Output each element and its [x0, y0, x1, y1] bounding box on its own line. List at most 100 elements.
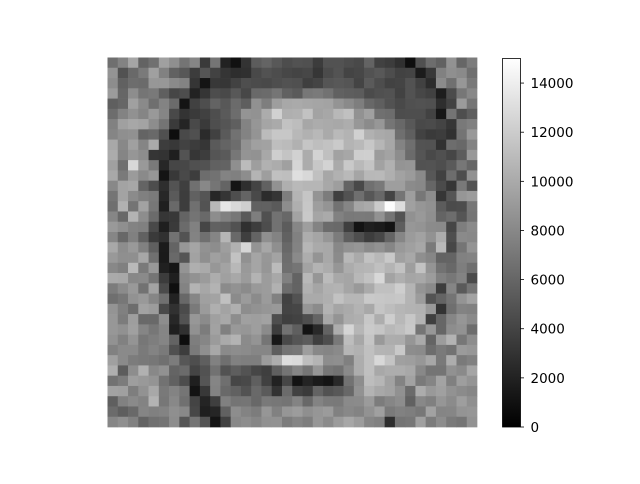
heatmap-cell — [323, 149, 334, 161]
heatmap-cell — [466, 57, 478, 69]
heatmap-cell — [333, 67, 344, 79]
heatmap-cell — [415, 170, 427, 182]
heatmap-cell — [312, 293, 324, 305]
heatmap-cell — [466, 252, 478, 264]
heatmap-cell — [199, 180, 211, 192]
heatmap-cell — [384, 314, 396, 325]
heatmap-cell — [281, 396, 293, 407]
heatmap-cell — [199, 231, 211, 243]
heatmap-cell — [302, 149, 314, 161]
heatmap-cell — [281, 355, 293, 366]
heatmap-cell — [364, 396, 375, 407]
heatmap-cell — [169, 252, 180, 264]
heatmap-cell — [364, 293, 375, 305]
heatmap-cell — [466, 385, 478, 397]
heatmap-cell — [128, 396, 139, 407]
heatmap-cell — [394, 201, 406, 212]
heatmap-cell — [466, 139, 478, 151]
heatmap-cell — [384, 262, 396, 274]
heatmap-cell — [456, 344, 468, 356]
heatmap-cell — [353, 334, 365, 346]
heatmap-cell — [281, 108, 293, 120]
heatmap-cell — [199, 303, 211, 315]
heatmap-cell — [210, 365, 221, 377]
heatmap-cell — [210, 57, 221, 69]
heatmap-cell — [179, 170, 190, 182]
heatmap-cell — [333, 324, 344, 335]
heatmap-cell — [107, 88, 119, 99]
heatmap-cell — [302, 262, 314, 274]
heatmap-cell — [251, 344, 262, 356]
heatmap-cell — [394, 283, 406, 294]
heatmap-cell — [456, 170, 468, 182]
heatmap-cell — [138, 119, 149, 130]
heatmap-cell — [405, 190, 416, 202]
heatmap-cell — [220, 252, 232, 264]
heatmap-cell — [364, 211, 375, 223]
heatmap-cell — [138, 273, 149, 284]
heatmap-cell — [343, 221, 355, 233]
heatmap-cell — [312, 334, 324, 346]
heatmap-cell — [117, 170, 129, 182]
heatmap-cell — [281, 262, 293, 274]
heatmap-cell — [333, 252, 344, 264]
heatmap-cell — [107, 416, 119, 428]
heatmap-cell — [199, 375, 211, 387]
heatmap-cell — [456, 303, 468, 315]
heatmap-cell — [107, 231, 119, 243]
heatmap-cell — [199, 129, 211, 140]
heatmap-cell — [261, 160, 273, 171]
heatmap-cell — [394, 170, 406, 182]
heatmap-cell — [117, 201, 129, 212]
heatmap-cell — [199, 78, 211, 89]
heatmap-cell — [117, 98, 129, 110]
heatmap-cell — [240, 273, 252, 284]
heatmap-cell — [394, 88, 406, 99]
heatmap-cell — [148, 129, 160, 140]
heatmap-cell — [292, 334, 303, 346]
heatmap-cell — [210, 262, 221, 274]
heatmap-cell — [343, 344, 355, 356]
heatmap-cell — [374, 416, 385, 428]
heatmap-cell — [466, 355, 478, 366]
heatmap-cell — [353, 314, 365, 325]
heatmap-cell — [107, 98, 119, 110]
heatmap-cell — [394, 314, 406, 325]
heatmap-cell — [179, 160, 190, 171]
heatmap-cell — [240, 139, 252, 151]
heatmap-cell — [353, 231, 365, 243]
heatmap-cell — [446, 129, 457, 140]
heatmap-cell — [179, 201, 190, 212]
heatmap-cell — [456, 57, 468, 69]
heatmap-cell — [189, 170, 201, 182]
heatmap-cell — [117, 180, 129, 192]
colorbar-tick-label: 10000 — [531, 174, 574, 190]
heatmap-cell — [415, 160, 427, 171]
heatmap-cell — [435, 231, 447, 243]
heatmap-cell — [158, 273, 170, 284]
heatmap-cell — [333, 344, 344, 356]
heatmap-cell — [394, 293, 406, 305]
heatmap-cell — [220, 119, 232, 130]
heatmap-cell — [292, 67, 303, 79]
heatmap-cell — [117, 119, 129, 130]
heatmap-cell — [189, 273, 201, 284]
heatmap-cell — [230, 396, 242, 407]
heatmap-cell — [107, 303, 119, 315]
heatmap-cell — [158, 303, 170, 315]
heatmap-cell — [148, 416, 160, 428]
heatmap-cell — [323, 385, 334, 397]
heatmap-cell — [169, 262, 180, 274]
heatmap-cell — [364, 231, 375, 243]
heatmap-cell — [415, 190, 427, 202]
heatmap-cell — [210, 344, 221, 356]
heatmap-cell — [333, 355, 344, 366]
heatmap-cell — [128, 108, 139, 120]
heatmap-cell — [148, 231, 160, 243]
heatmap-cell — [271, 149, 283, 161]
heatmap-cell — [158, 344, 170, 356]
heatmap-cell — [107, 67, 119, 79]
heatmap-cell — [230, 108, 242, 120]
heatmap-cell — [128, 375, 139, 387]
heatmap-cell — [117, 129, 129, 140]
